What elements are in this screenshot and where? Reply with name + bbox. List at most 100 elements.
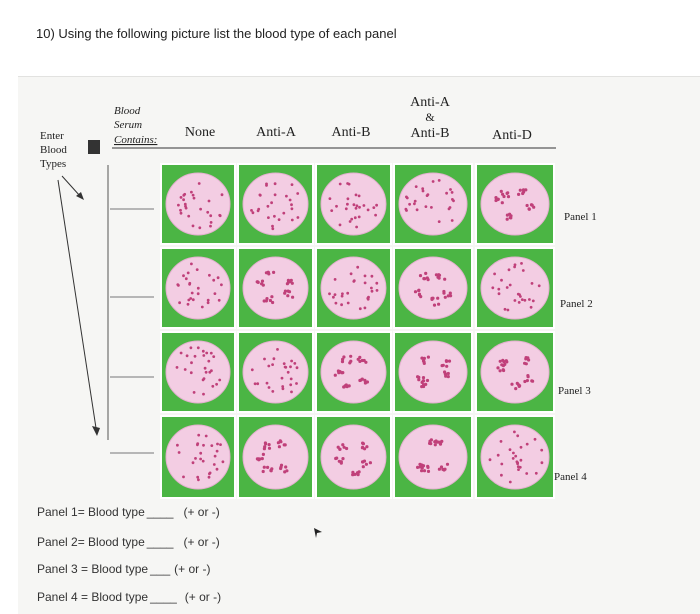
dispersed-dot: [197, 433, 201, 437]
dispersed-dot: [258, 193, 262, 197]
clump-dot: [353, 472, 357, 476]
well-cell: [393, 415, 473, 499]
clump-dot: [290, 281, 294, 285]
dispersed-dot: [177, 451, 181, 454]
clump-dot: [267, 446, 272, 450]
dispersed-dot: [191, 224, 195, 228]
clump-dot: [267, 443, 271, 447]
clump-dot: [343, 384, 347, 388]
dispersed-dot: [497, 292, 501, 296]
dispersed-dot: [218, 214, 222, 218]
dispersed-dot: [192, 391, 196, 394]
dispersed-dot: [280, 376, 284, 380]
dispersed-dot: [187, 298, 191, 302]
dispersed-dot: [375, 281, 379, 285]
clump-dot: [333, 373, 337, 377]
dispersed-dot: [217, 298, 221, 302]
dispersed-dot: [218, 378, 222, 382]
dispersed-dot: [450, 219, 454, 222]
dispersed-dot: [183, 192, 187, 196]
dispersed-dot: [220, 193, 224, 197]
column-header-none: None: [185, 125, 215, 140]
clump-dot: [437, 273, 441, 277]
clump-dot: [501, 368, 505, 372]
dispersed-dot: [500, 473, 503, 477]
clump-dot: [269, 468, 273, 473]
answer-panel-1: Panel 1= Blood type ____ (+ or -): [37, 505, 220, 519]
dispersed-dot: [520, 298, 524, 301]
dispersed-dot: [508, 480, 512, 484]
dispersed-dot: [296, 192, 300, 195]
clump-dot: [532, 205, 536, 209]
column-header-ab-line2: &: [425, 110, 435, 124]
arrow-diagonal-line: [61, 175, 81, 197]
dispersed-dot: [448, 206, 452, 209]
well-grid: [160, 163, 555, 499]
well: [242, 340, 309, 404]
dispersed-dot: [362, 204, 366, 207]
dispersed-dot: [346, 291, 350, 295]
clump-dot: [262, 299, 266, 303]
clump-dot: [501, 358, 505, 362]
well: [242, 172, 309, 236]
dispersed-dot: [537, 284, 541, 288]
clump-dot: [288, 280, 292, 284]
clump-dot: [523, 361, 527, 365]
well-cell: [237, 331, 314, 413]
dispersed-dot: [196, 346, 200, 350]
clump-dot: [257, 458, 261, 462]
dispersed-dot: [187, 214, 191, 218]
clump-dot: [448, 291, 452, 295]
clump-dot: [514, 387, 518, 391]
dispersed-dot: [348, 220, 352, 223]
dispersed-dot: [430, 206, 433, 209]
dispersed-dot: [372, 206, 376, 210]
clump-dot: [282, 443, 286, 447]
dispersed-dot: [213, 454, 217, 458]
clump-dot: [262, 447, 266, 451]
well: [480, 172, 550, 236]
clump-dot: [445, 462, 450, 466]
dispersed-dot: [507, 268, 511, 272]
dispersed-dot: [525, 442, 529, 446]
dispersed-dot: [295, 366, 299, 370]
clump-dot: [361, 445, 365, 449]
dispersed-dot: [289, 365, 292, 369]
well-cell: [315, 415, 392, 499]
column-header-anti-a: Anti-A: [256, 125, 297, 140]
dispersed-dot: [355, 204, 359, 208]
dispersed-dot: [179, 351, 183, 355]
dispersed-dot: [201, 378, 205, 382]
dispersed-dot: [513, 299, 517, 302]
dispersed-dot: [488, 458, 492, 462]
clump-dot: [362, 358, 366, 363]
dispersed-dot: [205, 351, 209, 355]
clump-dot: [418, 465, 422, 469]
dispersed-dot: [251, 211, 255, 215]
column-header-anti-d: Anti-D: [492, 128, 532, 143]
well: [398, 340, 468, 404]
marker-square: [88, 140, 100, 154]
dispersed-dot: [366, 208, 370, 212]
dispersed-dot: [499, 440, 503, 443]
dispersed-dot: [183, 202, 187, 206]
clump-dot: [432, 303, 437, 307]
clump-dot: [368, 461, 372, 465]
well: [480, 256, 550, 320]
dispersed-dot: [523, 298, 527, 302]
clump-dot: [421, 376, 426, 380]
dispersed-dot: [194, 457, 197, 460]
dispersed-dot: [182, 274, 185, 278]
dispersed-dot: [220, 283, 223, 287]
dispersed-dot: [276, 348, 279, 351]
dispersed-dot: [190, 190, 193, 194]
clump-dot: [417, 375, 421, 379]
dispersed-dot: [518, 465, 522, 469]
dispersed-dot: [363, 274, 367, 278]
dispersed-dot: [273, 182, 277, 186]
clump-dot: [517, 384, 521, 388]
dispersed-dot: [451, 198, 454, 201]
serum-label-line2: Serum: [114, 119, 142, 131]
clump-dot: [268, 298, 272, 303]
dispersed-dot: [296, 216, 300, 219]
